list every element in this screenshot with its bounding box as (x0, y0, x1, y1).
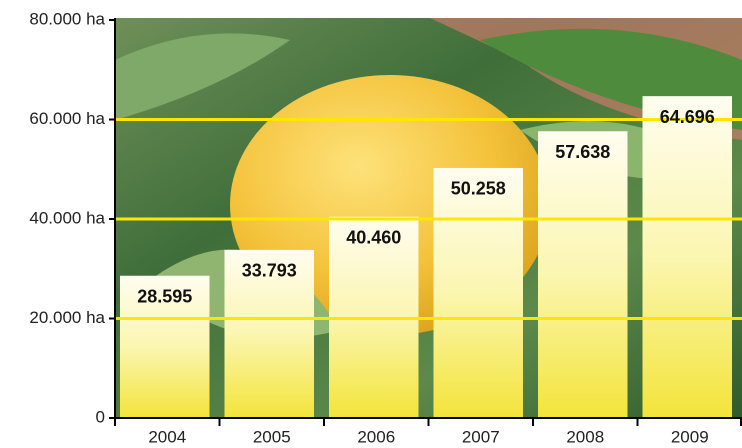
bar (224, 249, 314, 418)
bar (433, 167, 523, 418)
y-tick-label: 80.000 ha (29, 9, 105, 28)
bar (642, 96, 732, 419)
y-tick-label: 20.000 ha (29, 308, 105, 327)
value-label: 40.460 (346, 227, 401, 247)
bar (120, 275, 210, 418)
value-label: 57.638 (555, 142, 610, 162)
value-label: 28.595 (137, 286, 192, 306)
value-label: 50.258 (451, 179, 506, 199)
x-tick-label: 2007 (462, 427, 500, 446)
bar (538, 131, 628, 418)
x-tick-label: 2005 (253, 427, 291, 446)
x-tick-label: 2006 (357, 427, 395, 446)
x-tick-label: 2009 (671, 427, 709, 446)
x-tick-label: 2008 (566, 427, 604, 446)
x-tick-label: 2004 (148, 427, 186, 446)
value-label: 33.793 (242, 261, 297, 281)
value-label: 64.696 (660, 107, 715, 127)
y-tick-label: 0 (96, 407, 105, 426)
y-tick-label: 40.000 ha (29, 208, 105, 227)
y-tick-label: 60.000 ha (29, 109, 105, 128)
